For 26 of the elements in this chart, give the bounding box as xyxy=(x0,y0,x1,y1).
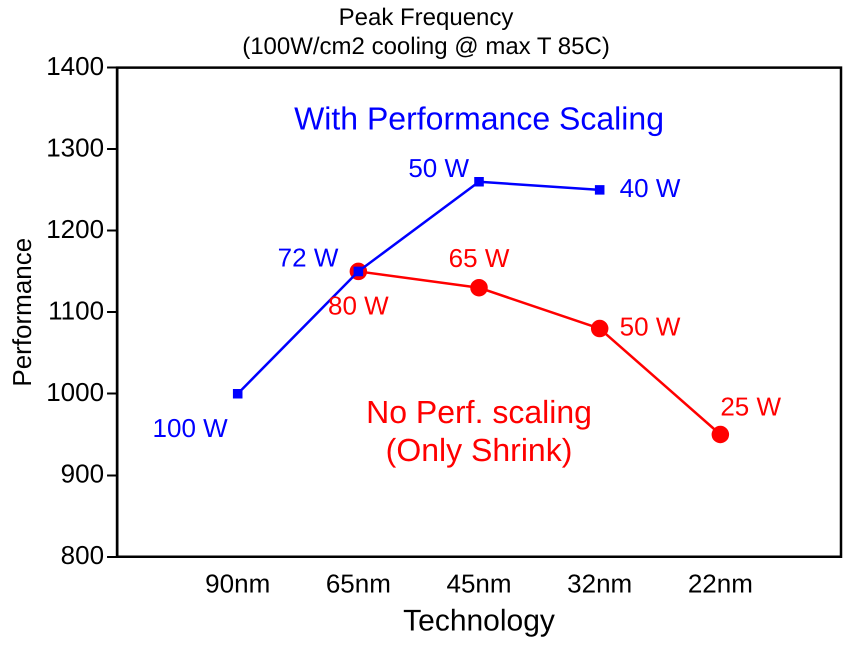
y-tick-label: 800 xyxy=(60,540,104,570)
annotation: 50 W xyxy=(408,152,470,183)
chart-title: Peak Frequency xyxy=(338,4,514,32)
annotation: 100 W xyxy=(152,412,228,443)
y-tick-label: 1200 xyxy=(46,214,104,244)
annotation: 50 W xyxy=(620,312,681,342)
annotation: 40 W xyxy=(620,173,681,204)
chart-subtitle: (100W/cm2 cooling @ max T 85C) xyxy=(242,32,610,60)
x-tick-label: 90nm xyxy=(205,568,270,599)
x-tick-label: 22nm xyxy=(688,568,753,599)
annotation: 25 W xyxy=(720,392,782,422)
y-tick-label: 1400 xyxy=(46,50,104,81)
series-label: No Perf. scaling (Only Shrink) xyxy=(366,394,592,468)
x-axis-title: Technology xyxy=(403,604,555,638)
x-tick-label: 45nm xyxy=(446,568,512,599)
y-tick-label: 900 xyxy=(60,458,104,488)
y-tick-label: 1300 xyxy=(46,132,104,162)
x-tick-label: 32nm xyxy=(567,568,632,599)
y-tick-label: 1100 xyxy=(48,295,104,326)
annotation: 80 W xyxy=(328,290,390,321)
annotation: 72 W xyxy=(278,242,339,273)
annotation: 65 W xyxy=(448,242,510,273)
x-tick-label: 65nm xyxy=(326,568,391,599)
y-tick-label: 1000 xyxy=(46,376,104,407)
series-label: With Performance Scaling xyxy=(294,100,664,136)
y-axis-title: Performance xyxy=(6,238,37,387)
